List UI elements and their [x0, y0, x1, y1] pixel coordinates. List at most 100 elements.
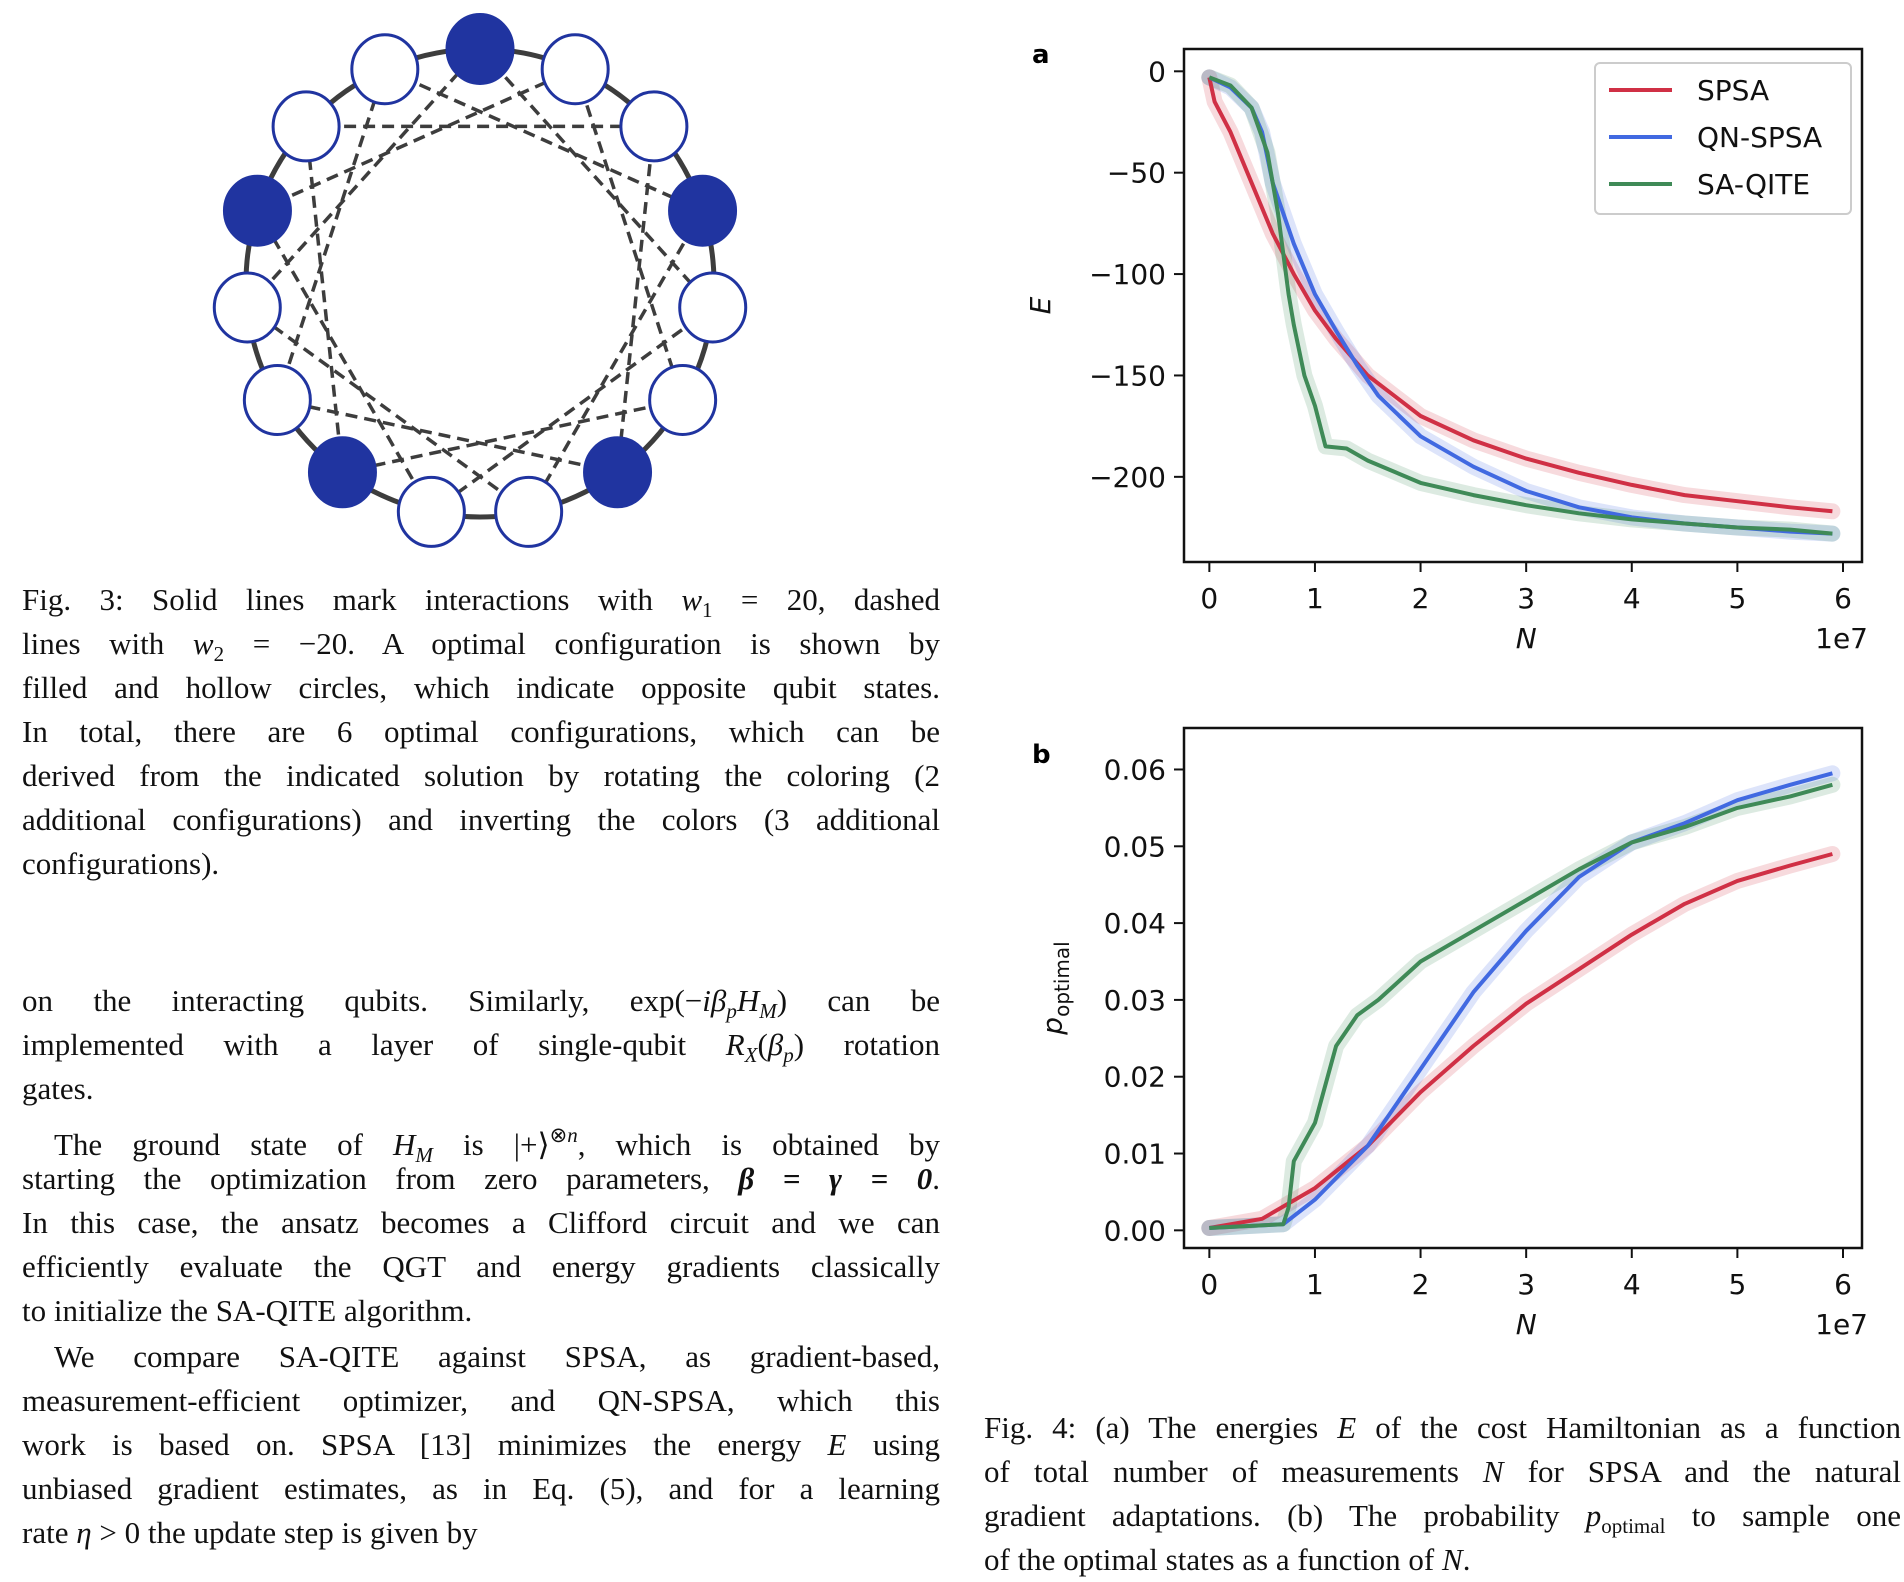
dashed-edge [615, 126, 656, 473]
math-run: E [827, 1427, 847, 1462]
x-tick-label: 2 [1412, 582, 1430, 615]
caption-line: In total, there are 6 optimal configurat… [22, 710, 940, 754]
math-run: H [393, 1127, 416, 1162]
x-tick-label: 5 [1728, 1268, 1746, 1301]
y-tick-label: 0.05 [1104, 830, 1166, 863]
text-run: gates. [22, 1071, 94, 1106]
dashed-edge [246, 306, 530, 514]
text-run: to sample one [1665, 1498, 1901, 1533]
dashed-edge [527, 209, 705, 513]
x-offset-text: 1e7 [1815, 622, 1868, 655]
y-tick-label: 0.01 [1104, 1138, 1166, 1171]
legend: SPSA QN-SPSA SA-QITE [1594, 62, 1852, 215]
text-run: , which is obtained by [577, 1127, 940, 1162]
text-run: rate [22, 1515, 77, 1550]
body-line: The ground state of HM is |+⟩⊗n, which i… [22, 1113, 940, 1167]
dashed-edge [384, 67, 704, 213]
text-run: Fig. 4: (a) The energies [984, 1410, 1338, 1445]
x-tick-label: 1 [1306, 582, 1324, 615]
x-tick-label: 2 [1412, 1268, 1430, 1301]
dashed-edge [478, 47, 715, 309]
x-tick-label: 4 [1623, 1268, 1641, 1301]
math-run: p [726, 999, 737, 1023]
text-run: In this case, the ansatz becomes a Cliff… [22, 1205, 940, 1240]
y-tick-label: 0.06 [1104, 753, 1166, 786]
text-run: = 20, dashed [712, 582, 940, 617]
dashed-edge [256, 67, 576, 213]
math-run: β [767, 1027, 784, 1062]
body-line: efficiently evaluate the QGT and energy … [22, 1245, 940, 1289]
math-run: M [415, 1143, 433, 1167]
text-run: > 0 the update step is given by [91, 1515, 478, 1550]
math-run: p [1585, 1498, 1602, 1533]
y-tick-label: 0.04 [1104, 907, 1166, 940]
caption-line: of the optimal states as a function of N… [984, 1538, 1901, 1582]
y-tick-label: 0.00 [1104, 1214, 1166, 1247]
dashed-edge [573, 68, 685, 401]
math-run: w [192, 626, 214, 661]
dashed-edge [276, 398, 618, 475]
series-line-sa-qite [1208, 75, 1833, 536]
body-line: We compare SA-QITE against SPSA, as grad… [22, 1335, 940, 1379]
text-run: using [846, 1427, 940, 1462]
caption-line: configurations). [22, 842, 940, 886]
caption-line: gradient adaptations. (b) The probabilit… [984, 1494, 1901, 1538]
body-line: starting the optimization from zero para… [22, 1157, 940, 1201]
body-line: In this case, the ansatz becomes a Cliff… [22, 1201, 940, 1245]
caption-line: lines with w2 = −20. A optimal configura… [22, 622, 940, 666]
text-run: work is based on. SPSA [13] minimizes th… [22, 1427, 828, 1462]
qubit-node-filled [583, 436, 653, 509]
text-run: . [932, 1161, 940, 1196]
series-line--d03045 [1208, 852, 1833, 1230]
math-run: n [567, 1123, 578, 1147]
y-axis-label: poptimal [1036, 941, 1074, 1035]
math-run: E [1337, 1410, 1357, 1445]
text-run: lines with [22, 626, 193, 661]
qubit-node-hollow [540, 33, 610, 106]
qubit-node-filled [222, 174, 292, 247]
dashed-edge [304, 126, 345, 473]
body-line: to initialize the SA-QITE algorithm. [22, 1289, 940, 1333]
math-run: H [736, 983, 760, 1018]
math-run: optimal [1601, 1514, 1666, 1538]
text-run: The ground state of [54, 1127, 394, 1162]
text-run: derived from the indicated solution by r… [22, 758, 940, 793]
x-axis-label: N [1516, 622, 1537, 655]
math-run: N [1482, 1454, 1504, 1489]
text-run: on the interacting qubits. Similarly, ex… [22, 983, 703, 1018]
caption-line: filled and hollow circles, which indicat… [22, 666, 940, 710]
text-run: = −20. A optimal configuration is shown … [224, 626, 940, 661]
math-run: p [783, 1043, 794, 1067]
qubit-node-hollow [350, 33, 420, 106]
text-run: We compare SA-QITE against SPSA, as grad… [54, 1339, 940, 1374]
qubit-node-filled [307, 436, 377, 509]
x-tick-label: 3 [1517, 1268, 1535, 1301]
dashed-edge [255, 209, 433, 513]
qubit-ring-diagram [212, 13, 748, 548]
text-run: for SPSA and the natural [1503, 1454, 1901, 1489]
caption-line: of total number of measurements N for SP… [984, 1450, 1901, 1494]
plot-frame [1182, 726, 1864, 1250]
text-run: In total, there are 6 optimal configurat… [22, 714, 940, 749]
qubit-node-hollow [619, 90, 689, 163]
x-tick-label: 6 [1834, 1268, 1852, 1301]
math-run: η [76, 1515, 92, 1550]
math-run: X [744, 1043, 758, 1067]
qubit-node-hollow [212, 271, 282, 344]
caption-line: additional configurations) and inverting… [22, 798, 940, 842]
text-run: unbiased gradient estimates, as in Eq. (… [22, 1471, 940, 1506]
x-tick-label: 1 [1306, 1268, 1324, 1301]
text-run: to initialize the SA-QITE algorithm. [22, 1293, 473, 1328]
caption-line: derived from the indicated solution by r… [22, 754, 940, 798]
dashed-edge [342, 398, 684, 475]
legend-label: SPSA [1697, 74, 1769, 107]
legend-box [1594, 62, 1852, 215]
qubit-node-hollow [271, 90, 341, 163]
text-run: Fig. 3: Solid lines mark interactions wi… [22, 582, 682, 617]
text-run: efficiently evaluate the QGT and energy … [22, 1249, 940, 1284]
text-run: gradient adaptations. (b) The probabilit… [984, 1498, 1586, 1533]
body-line: rate η > 0 the update step is given by [22, 1511, 940, 1555]
qubit-node-filled [445, 13, 515, 85]
